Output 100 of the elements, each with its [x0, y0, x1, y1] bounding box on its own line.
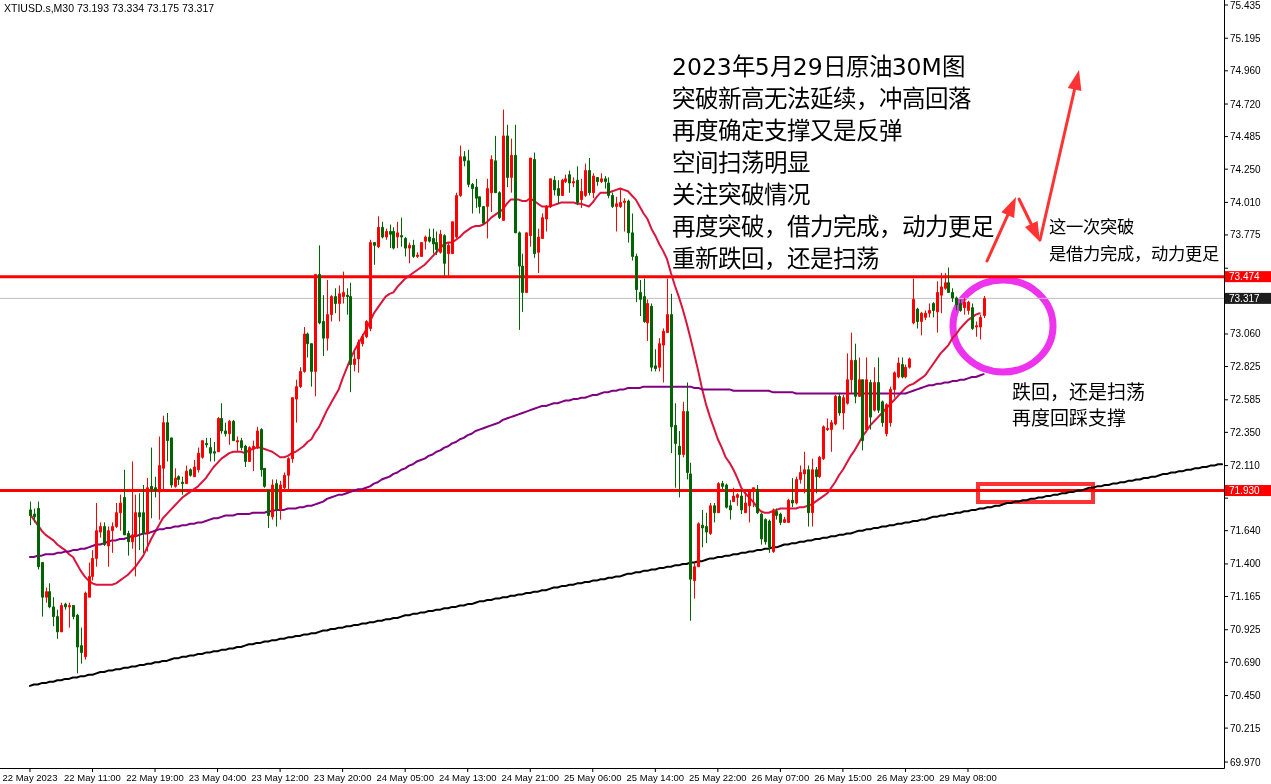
candlestick: [557, 179, 560, 205]
candlestick: [901, 357, 904, 379]
candlestick: [396, 221, 399, 249]
annotation: 这一次突破: [1049, 217, 1134, 237]
annotation: 突破新高无法延续，冲高回落: [672, 85, 971, 113]
candlestick: [838, 393, 841, 417]
y-tick-label: 71.640: [1230, 525, 1262, 537]
x-tick-label: 25 May 22:00: [689, 771, 747, 783]
candlestick: [967, 300, 970, 316]
candlestick: [424, 235, 427, 250]
candlestick: [385, 228, 388, 241]
annotation: 关注突破情况: [672, 181, 810, 209]
y-tick-label: 71.400: [1230, 558, 1262, 570]
candlestick: [228, 419, 231, 446]
annotation: 2023年5月29日原油30M图: [672, 53, 965, 81]
y-tick-label: 74.485: [1230, 131, 1262, 143]
candlestick: [705, 512, 708, 544]
candlestick: [959, 298, 962, 313]
candlestick: [682, 401, 685, 458]
candlestick: [854, 343, 857, 404]
y-tick-label: 74.720: [1230, 98, 1262, 110]
y-tick-label: 72.825: [1230, 361, 1262, 373]
candlestick: [475, 178, 478, 209]
candlestick: [971, 303, 974, 331]
candlestick: [865, 357, 868, 433]
candlestick: [768, 519, 771, 554]
candlestick: [408, 242, 411, 264]
x-tick-label: 23 May 04:00: [188, 771, 247, 783]
chart-title: XTIUSD.s,M30 73.193 73.334 73.175 73.317: [4, 2, 215, 14]
y-tick-label: 69.970: [1230, 756, 1262, 768]
x-tick-label: 26 May 15:00: [814, 771, 872, 783]
candlestick: [510, 138, 513, 194]
candlestick: [643, 278, 646, 324]
candlestick: [389, 224, 392, 249]
candlestick: [932, 301, 935, 318]
x-tick-label: 23 May 20:00: [313, 771, 372, 783]
y-tick-label: 72.110: [1230, 460, 1261, 472]
ref-line-label: 71.930: [1229, 485, 1261, 497]
annotation: 是借力完成，动力更足: [1049, 244, 1219, 264]
candlestick: [181, 476, 184, 496]
x-tick-label: 22 May 2023: [2, 771, 58, 783]
candlestick: [404, 236, 407, 257]
candlestick: [443, 233, 446, 277]
candlestick: [326, 279, 329, 352]
y-tick-label: 72.585: [1230, 394, 1262, 406]
x-tick-label: 25 May 06:00: [563, 771, 622, 783]
candlestick: [740, 490, 743, 515]
y-tick-label: 74.960: [1230, 65, 1262, 77]
y-tick-label: 72.350: [1230, 426, 1262, 438]
x-tick-label: 24 May 13:00: [438, 771, 497, 783]
candlestick: [377, 215, 380, 249]
x-tick-label: 22 May 19:00: [126, 771, 184, 783]
x-tick-label: 26 May 07:00: [751, 771, 810, 783]
x-tick-label: 26 May 23:00: [876, 771, 935, 783]
candlestick: [979, 314, 982, 341]
x-tick-label: 29 May 08:00: [939, 771, 997, 783]
candlestick: [701, 509, 704, 548]
candlestick: [150, 447, 153, 519]
candlestick: [873, 366, 876, 413]
y-tick-label: 74.250: [1230, 163, 1262, 175]
candlestick: [678, 430, 681, 498]
candlestick: [596, 176, 599, 187]
annotation: 再度回踩支撑: [1012, 407, 1126, 429]
candlestick: [815, 466, 818, 494]
candlestick: [588, 157, 591, 196]
candlestick: [572, 176, 575, 188]
candlestick: [779, 512, 782, 526]
candlestick: [791, 477, 794, 508]
candlestick: [646, 298, 649, 342]
candlestick: [103, 521, 106, 547]
candlestick: [381, 221, 384, 239]
candlestick: [963, 297, 966, 316]
candlestick: [267, 490, 270, 529]
y-tick-label: 73.775: [1230, 229, 1262, 241]
candlestick: [275, 478, 278, 528]
ref-line-label: 73.317: [1229, 292, 1261, 304]
candlestick: [236, 436, 239, 453]
candlestick: [869, 379, 872, 431]
candlestick: [400, 217, 403, 248]
candlestick: [713, 502, 716, 523]
candlestick: [858, 357, 861, 397]
candlestick: [807, 465, 810, 528]
annotation: 跌回，还是扫荡: [1012, 381, 1145, 403]
candlestick: [349, 282, 352, 393]
candlestick: [506, 124, 509, 188]
candlestick: [920, 311, 923, 336]
candlestick: [334, 287, 337, 314]
y-tick-label: 74.010: [1230, 196, 1262, 208]
x-tick-label: 25 May 14:00: [626, 771, 685, 783]
candlestick: [205, 437, 208, 449]
candlestick: [592, 172, 595, 199]
candlestick: [45, 587, 48, 604]
x-tick-label: 22 May 11:00: [64, 771, 121, 783]
candlestick: [220, 402, 223, 435]
annotation: 空间扫荡明显: [672, 149, 810, 177]
candlestick: [916, 307, 919, 329]
y-tick-label: 71.165: [1230, 591, 1262, 602]
candlestick: [760, 512, 763, 546]
candlestick: [68, 602, 71, 629]
y-tick-label: 70.690: [1230, 656, 1262, 668]
